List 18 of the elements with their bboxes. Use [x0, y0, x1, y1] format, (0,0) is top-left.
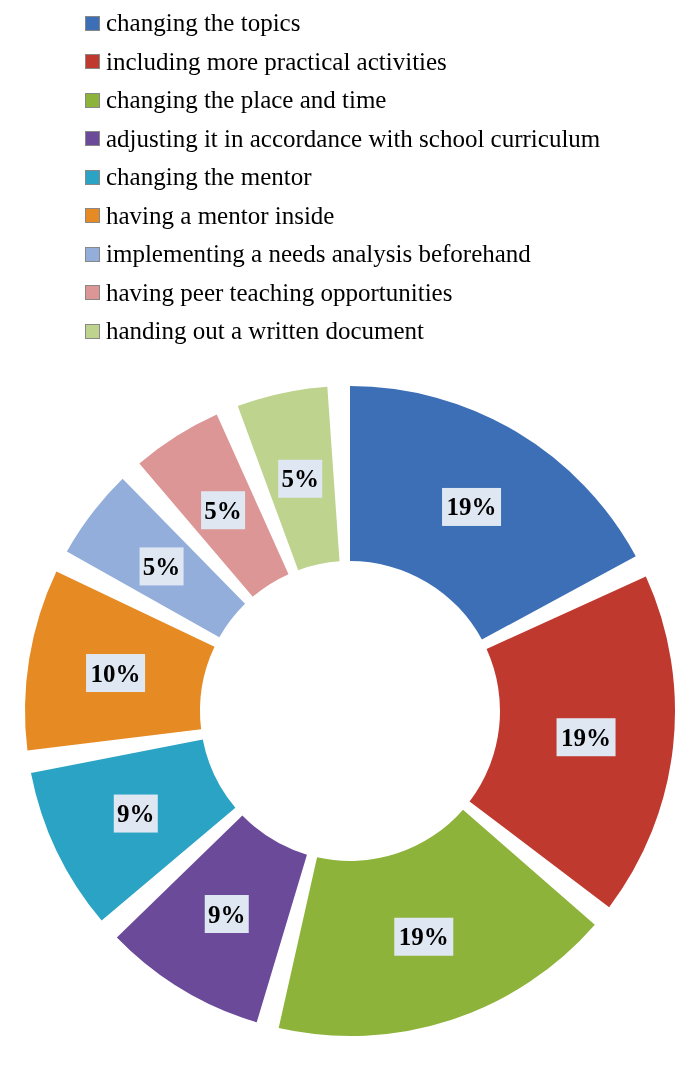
data-label: 9% [208, 900, 246, 928]
data-label: 19% [561, 723, 612, 751]
data-label: 19% [398, 922, 449, 950]
legend-label: changing the topics [106, 9, 301, 38]
legend-label: having peer teaching opportunities [106, 278, 453, 307]
data-label: 10% [90, 659, 141, 687]
data-label: 19% [446, 492, 497, 520]
data-label: 5% [281, 464, 319, 492]
data-label: 9% [117, 799, 155, 827]
data-label: 5% [142, 552, 181, 580]
legend-label: changing the place and time [106, 86, 387, 115]
legend-label: having a mentor inside [106, 201, 335, 230]
legend-label: changing the mentor [106, 163, 312, 192]
legend-label: including more practical activities [106, 47, 447, 76]
legend-label: adjusting it in accordance with school curriculum [106, 124, 601, 153]
data-label: 5% [204, 496, 242, 524]
legend-label: implementing a needs analysis beforehand [106, 240, 531, 269]
legend-label: handing out a written document [106, 317, 424, 346]
